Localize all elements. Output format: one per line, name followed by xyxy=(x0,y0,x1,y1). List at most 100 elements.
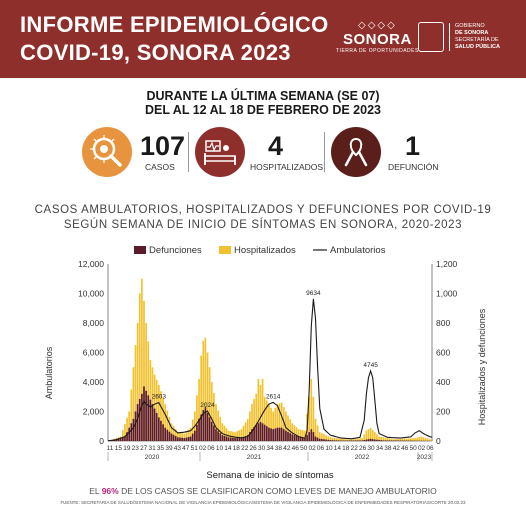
x-tick-label: 35 xyxy=(157,445,165,452)
cases-label: CASOS xyxy=(145,162,175,172)
hospitalizados-bar xyxy=(291,423,294,441)
x-tick-label: 18 xyxy=(233,445,241,452)
defunciones-bar xyxy=(378,439,380,441)
hospitalizados-bar xyxy=(202,340,205,441)
defunciones-bar xyxy=(376,439,378,441)
defunciones-bar xyxy=(181,437,183,441)
hospitalizados-bar xyxy=(301,430,304,441)
hospitalizados-bar xyxy=(251,404,253,441)
defunciones-bar xyxy=(162,424,164,441)
hospitalizados-bar xyxy=(287,415,289,441)
defunciones-bar xyxy=(386,440,389,441)
defunciones-bar xyxy=(285,430,287,441)
hospitalizados-bar xyxy=(177,432,179,441)
defunciones-bar xyxy=(257,423,260,441)
left-tick-label: 2,000 xyxy=(83,407,105,417)
hospitalizados-bar xyxy=(431,439,433,441)
defunciones-bar xyxy=(388,440,391,441)
hospitalizados-bar xyxy=(143,300,145,441)
x-tick-label: 27 xyxy=(140,445,148,452)
x-tick-label: 46 xyxy=(401,445,409,452)
defunciones-bar xyxy=(246,435,249,441)
defunciones-bar xyxy=(147,395,150,441)
hospitalizados-bar xyxy=(238,430,241,441)
hospitalizados-bar xyxy=(414,438,416,441)
defunciones-bar xyxy=(357,440,359,441)
defunciones-bar xyxy=(128,427,131,441)
defunciones-bar xyxy=(365,439,368,441)
week-heading-line1: DURANTE LA ÚLTIMA SEMANA (SE 07) xyxy=(146,89,380,103)
chart-legend: Defunciones Hospitalizados Ambulatorios xyxy=(134,245,386,256)
hospitalizados-bar xyxy=(344,439,347,441)
defunciones-bar xyxy=(304,438,306,441)
defunciones-bar xyxy=(134,411,137,441)
hospitalizados-bar xyxy=(274,407,277,441)
defunciones-bar xyxy=(223,435,226,441)
defunciones-bar xyxy=(234,438,236,441)
defunciones-bar xyxy=(185,437,188,441)
defunciones-bar xyxy=(204,407,207,441)
legend-defunciones-label: Defunciones xyxy=(149,245,202,256)
defunciones-bar xyxy=(390,440,393,441)
defunciones-bar xyxy=(132,418,135,441)
x-tick-label: 34 xyxy=(266,445,274,452)
government-logo: GOBIERNO DE SONORA SECRETARÍA DE SALUD P… xyxy=(418,22,500,52)
hospitalizados-bar xyxy=(373,432,376,441)
peak-label: 2614 xyxy=(266,393,281,400)
x-tick-label: 42 xyxy=(283,445,291,452)
defunciones-bar xyxy=(363,440,366,441)
x-tick-label: 51 xyxy=(191,445,199,452)
hospitalizados-bar xyxy=(316,425,319,441)
defunciones-bar xyxy=(318,438,321,441)
footer-suffix: DE LOS CASOS SE CLASIFICARON COMO LEVES … xyxy=(118,486,437,496)
hospitalizados-bar xyxy=(424,437,427,441)
hospitalizados-bar xyxy=(420,436,423,441)
defunciones-bar xyxy=(268,427,270,441)
hospitalizados-bar xyxy=(337,438,340,441)
hospitalizados-bar xyxy=(257,379,260,441)
ribbon-icon xyxy=(331,127,381,177)
stat-divider xyxy=(188,132,189,172)
defunciones-bar xyxy=(193,430,196,441)
x-tick-label: 30 xyxy=(258,445,266,452)
defunciones-bar xyxy=(348,440,351,441)
defunciones-bar xyxy=(232,437,234,441)
defunciones-bar xyxy=(359,440,361,441)
hospitalizados-bar xyxy=(289,419,291,441)
ambulatorios-line xyxy=(107,298,433,442)
defunciones-bar xyxy=(229,437,232,441)
defunciones-bar xyxy=(200,414,203,441)
defunciones-bar xyxy=(282,429,285,441)
hospitalizados-bar xyxy=(304,430,306,441)
defunciones-bar xyxy=(278,427,281,441)
x-tick-label: 23 xyxy=(132,445,140,452)
hospitalizados-bar xyxy=(323,434,325,441)
hospitalizados-bar xyxy=(272,411,275,441)
hospitalizados-bar xyxy=(270,407,272,441)
x-tick-label: 19 xyxy=(123,445,131,452)
hospitalizados-bar xyxy=(249,411,251,441)
hospitalizados-bar xyxy=(234,432,236,441)
hospitalizados-bar xyxy=(164,404,167,441)
hospitalizados-bar xyxy=(327,436,330,441)
defunciones-bar xyxy=(329,440,332,441)
hospitalizados-bar xyxy=(333,437,336,441)
hospital-bed-icon xyxy=(195,127,245,177)
x-tick-label: 39 xyxy=(165,445,173,452)
defunciones-bar xyxy=(155,412,158,441)
defunciones-bar xyxy=(191,433,194,441)
hospitalizados-bar xyxy=(342,438,344,441)
legend-defunciones-swatch xyxy=(134,246,146,254)
defunciones-bar xyxy=(143,386,145,441)
hospitalizados-bar xyxy=(299,429,302,441)
hospitalizados-bar xyxy=(293,425,296,441)
defunciones-bar xyxy=(361,440,363,441)
defunciones-bar xyxy=(138,398,141,441)
hospitalizados-bar xyxy=(386,438,389,441)
hospitalizados-bar xyxy=(335,438,338,441)
defunciones-bar xyxy=(121,437,124,441)
x-tick-label: 50 xyxy=(300,445,308,452)
hospitalizados-bar xyxy=(198,379,200,441)
hospitalizados-bar xyxy=(318,432,321,441)
hospitalizados-bar xyxy=(388,438,391,441)
